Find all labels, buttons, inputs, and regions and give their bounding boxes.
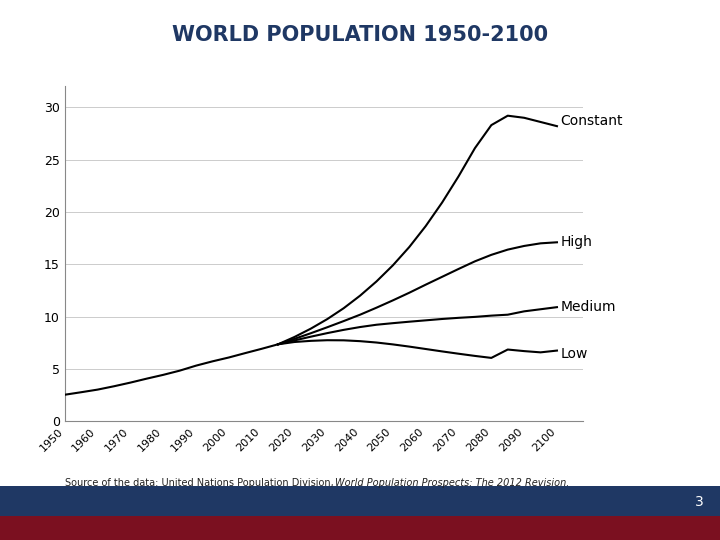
Text: Constant: Constant <box>560 114 623 128</box>
Text: Medium: Medium <box>560 300 616 314</box>
Text: WORLD POPULATION 1950-2100: WORLD POPULATION 1950-2100 <box>172 25 548 45</box>
Text: 3: 3 <box>696 495 704 509</box>
Text: High: High <box>560 235 592 249</box>
Text: Low: Low <box>560 347 588 361</box>
Text: World Population Prospects: The 2012 Revision.: World Population Prospects: The 2012 Rev… <box>335 478 570 488</box>
Text: Source of the data: United Nations Population Division,: Source of the data: United Nations Popul… <box>65 478 337 488</box>
